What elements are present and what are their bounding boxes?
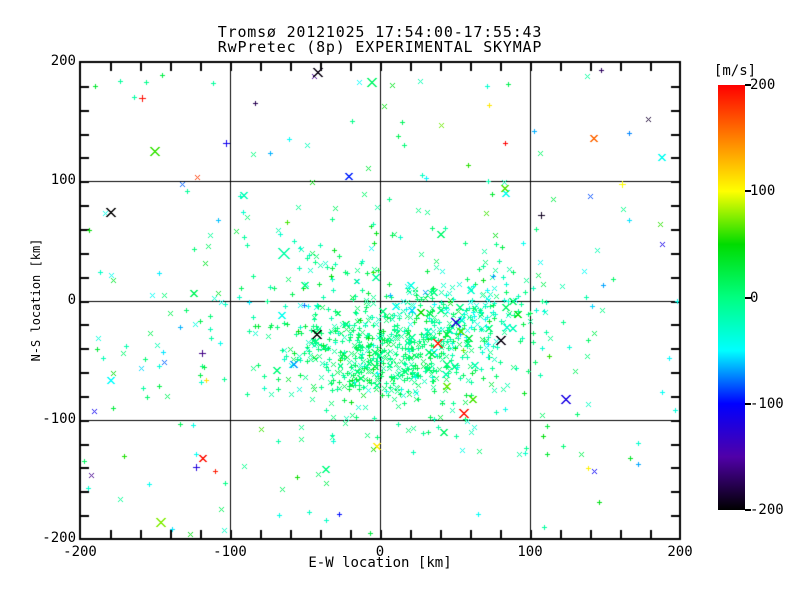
colorbar-unit-label: [m/s] — [713, 63, 757, 79]
colorbar-tick-mark — [745, 190, 751, 193]
y-tick-label: 200 — [50, 53, 76, 69]
colorbar-tick-label: 200 — [750, 77, 776, 93]
chart-title: Tromsø 20121025 17:54:00-17:55:43 — [217, 23, 543, 41]
colorbar-tick-label: -200 — [750, 502, 784, 518]
colorbar-tick-label: 100 — [750, 183, 776, 200]
colorbar-tick-label: 0 — [750, 289, 759, 306]
x-tick-label: 100 — [517, 544, 543, 560]
x-tick-label: -100 — [213, 544, 247, 560]
colorbar-tick-label: -100 — [750, 395, 784, 412]
colorbar-tick-mark — [745, 509, 751, 511]
colorbar-gradient — [718, 85, 745, 510]
x-tick-label: -200 — [63, 544, 97, 560]
x-axis-label: E-W location [km] — [308, 555, 452, 571]
y-tick-label: -100 — [42, 410, 76, 427]
y-tick-label: -200 — [42, 530, 76, 546]
colorbar-tick-mark — [745, 296, 751, 299]
x-tick-label: 200 — [667, 544, 693, 560]
chart-subtitle: RwPretec (8p) EXPERIMENTAL SKYMAP — [217, 38, 543, 56]
colorbar-tick-mark — [745, 84, 751, 86]
y-tick-label: 100 — [50, 172, 76, 189]
colorbar-tick-mark — [745, 402, 751, 405]
y-tick-label: 0 — [67, 291, 76, 308]
x-tick-label: 0 — [375, 544, 385, 560]
